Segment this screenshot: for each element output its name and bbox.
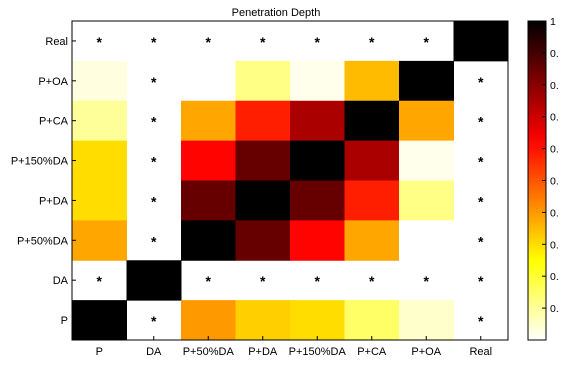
heatmap-cell [290, 60, 345, 102]
y-tick-label: P [61, 315, 68, 327]
heatmap-cell [290, 300, 345, 341]
heatmap-cell [344, 180, 400, 221]
missing-marker: * [478, 114, 484, 130]
y-tick-label: DA [53, 275, 69, 287]
heatmap-cell [290, 100, 345, 142]
missing-marker: * [478, 154, 484, 170]
axis-labels: Real P+OA P+CA P+150%DA P+DA P+50%DA DA P P DA P+5… [11, 36, 492, 358]
y-tick-label: Real [45, 36, 68, 48]
heatmap-cell [181, 300, 236, 341]
colorbar-tick-label: 0. [550, 112, 559, 124]
heatmap-cell [290, 180, 345, 221]
heatmap-cell [399, 220, 454, 261]
heatmap-cell [181, 60, 236, 102]
missing-marker: * [151, 154, 157, 170]
missing-marker: * [478, 313, 484, 329]
y-tick-label: P+DA [39, 195, 69, 207]
colorbar-tick-label: 0. [550, 271, 559, 283]
heatmap-cell [126, 260, 182, 301]
missing-marker: * [478, 273, 484, 289]
x-tick-label: P+150%DA [289, 346, 347, 358]
y-tick-label: P+50%DA [17, 235, 69, 247]
heatmap-cell [181, 100, 236, 142]
missing-marker: * [151, 74, 157, 90]
missing-marker: * [478, 74, 484, 90]
missing-marker: * [151, 34, 157, 50]
missing-marker: * [151, 233, 157, 249]
missing-marker: * [97, 34, 103, 50]
heatmap-cell [72, 60, 127, 102]
missing-marker: * [260, 34, 266, 50]
heatmap-cell [72, 300, 127, 341]
colorbar-tick-label: 0. [550, 303, 559, 315]
missing-marker: * [260, 273, 266, 289]
colorbar-ticks: 0. 0. 0. 0. 0. 0. 0. 0. 0. 1 [542, 16, 559, 315]
heatmap-cell [181, 220, 236, 261]
missing-marker: * [206, 273, 212, 289]
missing-marker: * [315, 34, 321, 50]
y-tick-label: P+OA [38, 76, 68, 88]
heatmap-cell [235, 140, 291, 181]
missing-marker: * [369, 273, 375, 289]
colorbar-tick-label: 0. [550, 80, 559, 92]
missing-marker: * [424, 34, 430, 50]
heatmap-cell [290, 140, 345, 181]
missing-marker: * [151, 313, 157, 329]
colorbar-tick-label: 0. [550, 144, 559, 156]
heatmap-cell [399, 300, 454, 341]
missing-marker: * [151, 193, 157, 209]
chart-title: Penetration Depth [232, 7, 321, 19]
missing-marker: * [478, 233, 484, 249]
heatmap-cell [399, 180, 454, 221]
x-tick-label: P+DA [248, 346, 278, 358]
heatmap-cell [399, 140, 454, 181]
heatmap-cell [344, 60, 400, 102]
missing-marker: * [424, 273, 430, 289]
x-tick-label: DA [146, 346, 162, 358]
heatmap-cell [235, 100, 291, 142]
y-tick-label: P+150%DA [11, 156, 69, 168]
heatmap-cell [344, 300, 400, 341]
heatmap-cell [72, 220, 127, 261]
colorbar-tick-label: 0. [550, 48, 559, 60]
missing-marker: * [206, 34, 212, 50]
colorbar-tick-label: 0. [550, 239, 559, 251]
heatmap-cell [453, 21, 509, 62]
plot-frame [71, 20, 509, 341]
heatmap-cell [235, 60, 291, 102]
heatmap-cell [72, 140, 127, 181]
heatmap-cells: * * * * * * * * * * * * * * * * * * * * * * * * * * [72, 21, 509, 341]
colorbar-tick-label: 1 [550, 16, 556, 28]
missing-marker: * [315, 273, 321, 289]
missing-marker: * [478, 193, 484, 209]
heatmap-cell [181, 140, 236, 181]
x-tick-label: P+CA [357, 346, 387, 358]
missing-marker: * [369, 34, 375, 50]
y-tick-label: P+CA [39, 116, 69, 128]
heatmap-cell [399, 100, 454, 142]
x-tick-label: P+OA [411, 346, 441, 358]
x-tick-label: P+50%DA [183, 346, 235, 358]
heatmap-cell [399, 60, 454, 102]
missing-marker: * [151, 114, 157, 130]
heatmap-cell [235, 300, 291, 341]
heatmap-cell [72, 100, 127, 142]
heatmap-cell [72, 180, 127, 221]
x-tick-label: Real [469, 346, 492, 358]
heatmap-cell [235, 220, 291, 261]
missing-marker: * [97, 273, 103, 289]
heatmap-cell [181, 180, 236, 221]
heatmap-cell [290, 220, 345, 261]
heatmap-cell [344, 100, 400, 142]
heatmap-cell [344, 140, 400, 181]
x-tick-label: P [96, 346, 103, 358]
heatmap-cell [235, 180, 291, 221]
heatmap-cell [344, 220, 400, 261]
colorbar-tick-label: 0. [550, 176, 559, 188]
colorbar-tick-label: 0. [550, 207, 559, 219]
